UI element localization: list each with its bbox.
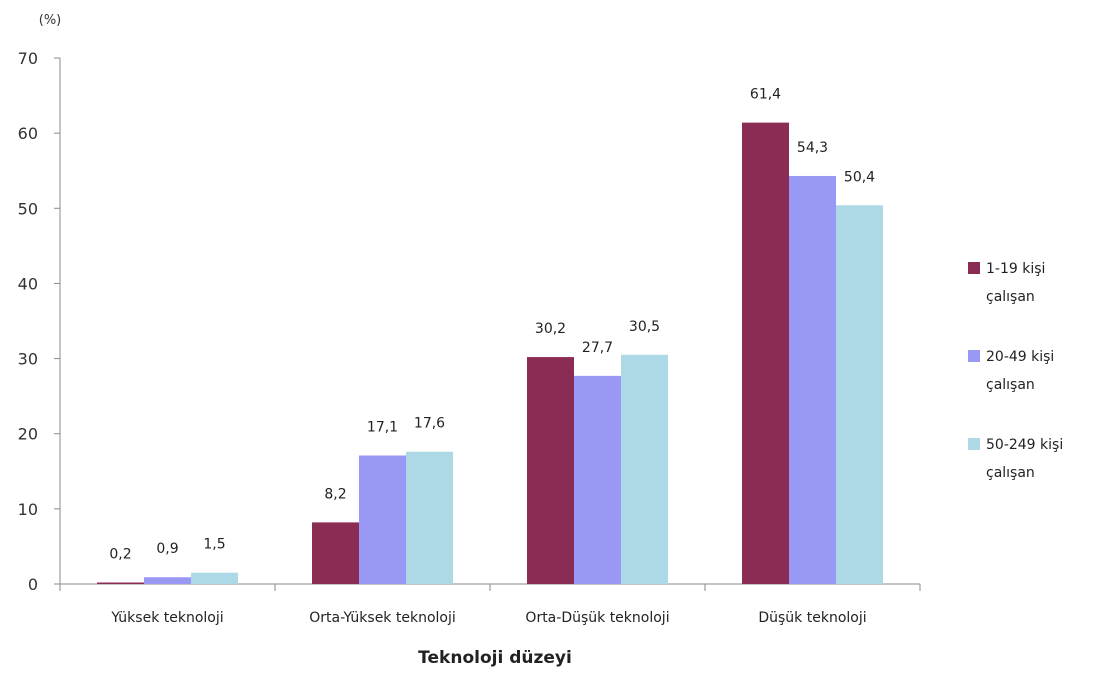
y-tick-label: 60 (18, 124, 38, 143)
y-tick-label: 30 (18, 350, 38, 369)
x-tick-label: Yüksek teknoloji (110, 610, 223, 626)
y-tick-label: 40 (18, 274, 38, 293)
bar (621, 354, 668, 584)
legend-label: çalışan (986, 465, 1035, 481)
data-label: 61,4 (750, 87, 781, 103)
bar (406, 451, 453, 584)
data-label: 17,6 (414, 416, 445, 432)
data-label: 0,2 (109, 546, 131, 562)
y-tick-label: 50 (18, 199, 38, 218)
data-label: 30,2 (535, 321, 566, 337)
x-tick-label: Orta-Düşük teknoloji (525, 610, 669, 626)
bar (742, 122, 789, 584)
bar (312, 522, 359, 584)
bar (836, 205, 883, 584)
data-label: 54,3 (797, 140, 828, 156)
data-label: 30,5 (629, 319, 660, 335)
legend-label: 1-19 kişi (986, 261, 1045, 277)
data-label: 1,5 (203, 537, 225, 553)
bar (574, 375, 621, 584)
bar (789, 175, 836, 584)
unit-label: (%) (39, 13, 62, 28)
legend-label: çalışan (986, 377, 1035, 393)
x-tick-label: Düşük teknoloji (758, 610, 866, 626)
y-tick-label: 10 (18, 500, 38, 519)
data-label: 0,9 (156, 541, 178, 557)
y-tick-label: 70 (18, 49, 38, 68)
bar (527, 357, 574, 584)
data-label: 17,1 (367, 420, 398, 436)
y-tick-label: 0 (28, 575, 38, 594)
data-label: 8,2 (324, 486, 346, 502)
legend-swatch (968, 438, 980, 450)
data-label: 27,7 (582, 340, 613, 356)
legend-label: 50-249 kişi (986, 437, 1063, 453)
data-label: 50,4 (844, 169, 875, 185)
bar (359, 455, 406, 584)
y-tick-label: 20 (18, 425, 38, 444)
legend-label: 20-49 kişi (986, 349, 1054, 365)
x-axis-title: Teknoloji düzeyi (418, 648, 572, 668)
bar (191, 572, 238, 584)
legend-label: çalışan (986, 289, 1035, 305)
x-tick-label: Orta-Yüksek teknoloji (309, 610, 456, 626)
bar (144, 577, 191, 584)
legend-swatch (968, 350, 980, 362)
bar (97, 582, 144, 584)
legend-swatch (968, 262, 980, 274)
